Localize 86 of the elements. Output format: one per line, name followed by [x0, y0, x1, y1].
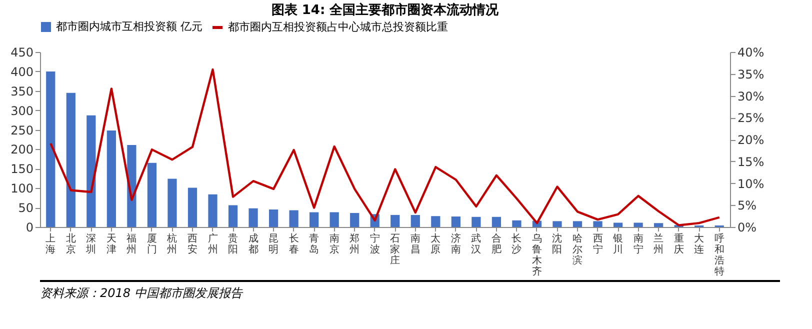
- bar: [492, 216, 502, 227]
- x-tick-label: 郑州: [350, 232, 360, 256]
- x-tick-label: 福州: [126, 232, 137, 256]
- x-tick-label: 杭州: [166, 232, 178, 256]
- bar: [390, 214, 400, 227]
- bar: [654, 223, 664, 227]
- bar: [613, 222, 623, 227]
- x-tick-label: 哈尔滨: [572, 232, 583, 266]
- bar: [472, 216, 481, 227]
- x-tick-label: 厦门: [146, 234, 157, 256]
- x-tick-label: 呼和浩特: [714, 232, 724, 278]
- y2-tick-label: 25%: [738, 111, 764, 126]
- x-tick-label: 长沙: [512, 232, 522, 256]
- bar: [168, 178, 177, 227]
- x-tick-label: 深圳: [85, 232, 96, 256]
- y2-tick-label: 30%: [738, 89, 764, 104]
- legend-label: 都市圈内城市互相投资额 亿元: [56, 20, 202, 33]
- bar: [572, 221, 582, 227]
- x-tick-label: 长春: [288, 232, 299, 256]
- y-tick-label: 200: [10, 142, 34, 157]
- bar: [268, 210, 278, 227]
- y-tick-label: 100: [10, 182, 34, 196]
- bar: [634, 222, 643, 227]
- line-series: [50, 68, 720, 226]
- bar: [46, 71, 56, 227]
- bar: [350, 213, 360, 227]
- bar: [451, 216, 460, 227]
- bar: [147, 162, 157, 227]
- bar: [593, 221, 602, 227]
- bar: [552, 221, 562, 227]
- x-tick-label: 上海: [46, 232, 56, 256]
- y2-tick-label: 0%: [738, 220, 757, 234]
- x-tick-label: 青岛: [309, 232, 320, 256]
- y-tick-label: 300: [10, 104, 34, 118]
- bar: [248, 208, 258, 227]
- bar: [188, 188, 198, 227]
- x-tick-label: 石家庄: [390, 234, 400, 266]
- y2-tick-label: 20%: [738, 133, 764, 147]
- x-tick-label: 昆明: [268, 234, 279, 256]
- y2-tick-label: 40%: [738, 46, 764, 60]
- text: 资料来源：2018 中国都市圈发展报告: [40, 285, 244, 302]
- x-tick-label: 合肥: [491, 232, 502, 256]
- x-tick-label: 南京: [329, 232, 340, 256]
- bar: [512, 220, 522, 227]
- x-tick-label: 银川: [612, 234, 624, 256]
- x-tick-label: 西安: [187, 234, 198, 256]
- legend-label: 都市圈内互相投资额占中心城市总投资额比重: [228, 20, 448, 34]
- bar: [431, 216, 440, 227]
- bar: [330, 212, 339, 227]
- x-tick-label: 乌鲁木齐: [532, 232, 542, 278]
- x-tick-label: 南昌: [410, 232, 420, 256]
- x-tick-label: 沈阳: [552, 232, 562, 256]
- chart-title: 图表 14: 全国主要都市圈资本流动情况: [271, 2, 500, 18]
- y2-tick-label: 5%: [738, 198, 757, 213]
- x-tick-label: 南宁: [633, 232, 644, 256]
- y-tick-label: 0: [26, 220, 34, 234]
- bar: [208, 194, 218, 227]
- x-tick-label: 贵阳: [228, 232, 238, 256]
- y-tick-label: 150: [10, 162, 34, 176]
- x-tick-label: 广州: [208, 232, 218, 256]
- y-tick-label: 250: [10, 123, 34, 138]
- y2-tick-label: 10%: [738, 176, 764, 191]
- x-tick-label: 成都: [248, 232, 258, 256]
- bar: [289, 210, 298, 227]
- y-tick-label: 350: [10, 84, 34, 98]
- y-tick-label: 450: [10, 46, 34, 60]
- x-tick-label: 北京: [66, 232, 76, 256]
- bar: [410, 214, 420, 227]
- x-tick-label: 兰州: [654, 232, 664, 256]
- x-tick-label: 天津: [106, 234, 116, 256]
- x-tick-label: 大连: [694, 232, 704, 256]
- x-tick-label: 太原: [430, 232, 441, 256]
- bar: [228, 205, 238, 227]
- y2-tick-label: 15%: [738, 154, 764, 169]
- x-tick-label: 重庆: [674, 232, 684, 256]
- x-tick-label: 西宁: [592, 234, 603, 256]
- x-tick-label: 武汉: [471, 232, 482, 256]
- bar: [66, 92, 76, 227]
- bar: [310, 212, 319, 227]
- bar: [106, 130, 116, 227]
- y-tick-label: 400: [10, 64, 34, 79]
- x-tick-label: 济南: [450, 232, 461, 256]
- x-tick-label: 宁波: [370, 232, 380, 256]
- bar: [86, 115, 96, 227]
- y-tick-label: 50: [18, 201, 34, 216]
- y2-tick-label: 35%: [738, 67, 764, 82]
